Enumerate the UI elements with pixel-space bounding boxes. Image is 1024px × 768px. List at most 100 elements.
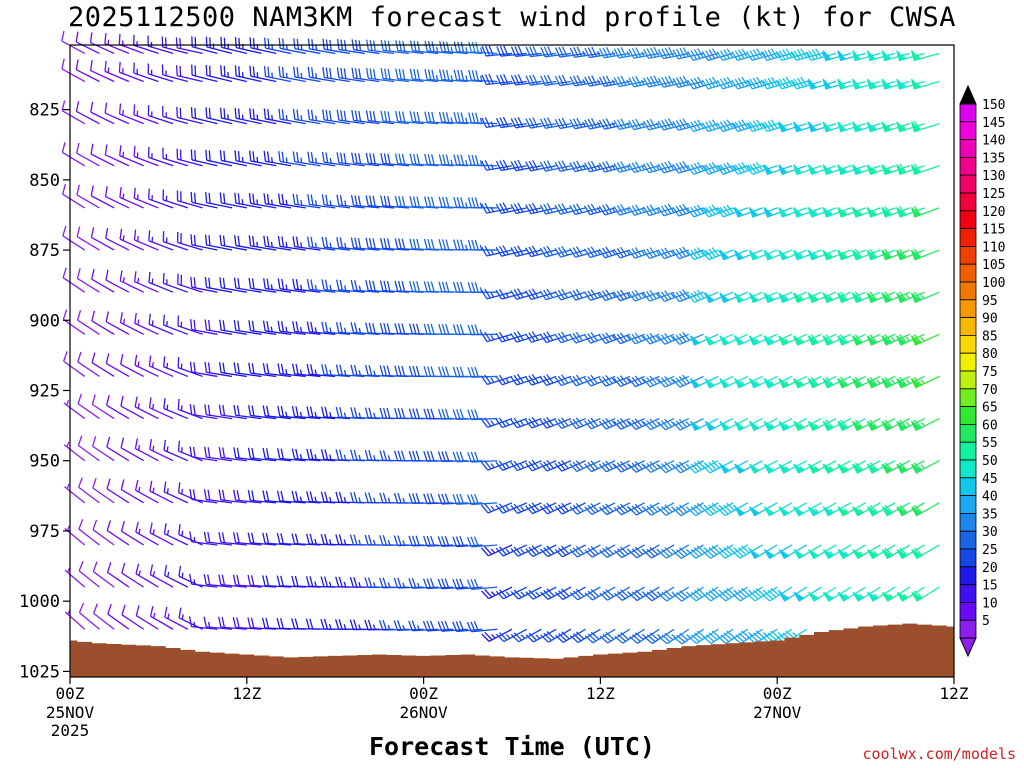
wind-barb <box>628 544 660 559</box>
wind-barb <box>278 108 306 125</box>
wind-barb <box>276 575 306 588</box>
wind-barb <box>569 46 601 58</box>
wind-barb <box>204 446 233 462</box>
wind-barb <box>804 48 837 61</box>
wind-barb <box>177 398 203 420</box>
colorbar-label: 120 <box>982 205 1005 220</box>
wind-barb <box>837 78 866 90</box>
wind-barb <box>177 273 203 293</box>
colorbar-swatch <box>959 584 977 603</box>
wind-barb <box>350 322 380 335</box>
wind-barb <box>133 187 159 209</box>
wind-barb <box>525 374 557 386</box>
colorbar-label: 115 <box>982 223 1005 238</box>
wind-barb <box>555 628 586 643</box>
wind-barb <box>807 121 837 133</box>
wind-barb <box>911 460 940 474</box>
wind-barb <box>120 521 145 546</box>
wind-barb <box>249 108 277 125</box>
wind-barb <box>277 448 306 462</box>
wind-barb <box>163 356 189 378</box>
wind-barb <box>204 404 233 420</box>
wind-barb <box>837 249 866 261</box>
colorbar-label: 135 <box>982 151 1005 166</box>
wind-barb <box>205 64 233 83</box>
wind-barb <box>61 142 86 167</box>
wind-barb <box>613 375 645 388</box>
colorbar-swatch <box>959 156 977 176</box>
chart-title: 2025112500 NAM3KM forecast wind profile … <box>67 2 957 33</box>
wind-barb <box>481 586 513 600</box>
wind-barb <box>163 439 189 462</box>
wind-barb <box>190 191 218 209</box>
wind-barb <box>162 147 189 167</box>
wind-barb <box>351 67 380 83</box>
wind-barb <box>120 479 144 504</box>
wind-barb <box>189 361 218 378</box>
colorbar-label: 25 <box>982 543 998 558</box>
wind-barb <box>203 616 233 630</box>
wind-barb <box>822 249 852 261</box>
wind-barb <box>262 575 292 588</box>
wind-barb <box>135 563 159 588</box>
wind-barb <box>234 192 262 209</box>
x-tick-label: 00Z <box>56 684 85 703</box>
wind-barb <box>424 111 454 125</box>
wind-barb <box>61 30 86 54</box>
wind-barb <box>851 50 881 62</box>
wind-barb <box>554 586 586 601</box>
wind-barb <box>424 40 454 55</box>
wind-barb <box>106 562 130 588</box>
wind-barb <box>134 479 159 504</box>
y-tick-label: 1000 <box>19 592 60 612</box>
wind-barb <box>807 249 837 261</box>
wind-barb <box>554 74 586 87</box>
wind-barb <box>365 110 395 125</box>
wind-barb <box>76 226 100 251</box>
colorbar-swatch <box>959 513 977 532</box>
wind-barb <box>911 544 940 560</box>
wind-barb <box>105 227 130 251</box>
wind-barb <box>90 101 115 125</box>
wind-barb <box>672 374 704 388</box>
wind-barb <box>92 477 115 504</box>
wind-barb <box>453 41 483 55</box>
wind-barb <box>164 565 189 588</box>
wind-barb <box>321 194 351 209</box>
colorbar-label: 90 <box>982 312 998 327</box>
wind-barb <box>394 195 424 209</box>
colorbar-swatch <box>959 121 977 141</box>
wind-barb <box>76 310 100 335</box>
wind-barb <box>204 277 233 293</box>
wind-barb <box>262 490 292 504</box>
wind-barb <box>480 502 513 514</box>
colorbar-swatch <box>959 334 977 354</box>
wind-barb <box>120 353 144 378</box>
wind-barb <box>719 249 748 261</box>
wind-barb <box>599 46 630 59</box>
wind-barbs-layer <box>61 30 940 645</box>
wind-barb <box>262 320 292 335</box>
wind-barb <box>438 111 468 125</box>
wind-barb <box>106 478 130 504</box>
wind-barb <box>335 364 365 378</box>
wind-barb <box>247 447 277 462</box>
wind-barb <box>866 502 896 517</box>
wind-barb <box>162 189 189 209</box>
wind-barb <box>380 68 409 83</box>
wind-barb <box>881 206 911 218</box>
x-tick-label: 12Z <box>586 684 615 703</box>
wind-barb <box>247 490 277 504</box>
wind-barb <box>232 532 262 546</box>
wind-barb <box>896 248 925 261</box>
y-tick-label: 825 <box>29 101 60 121</box>
wind-barb <box>262 532 292 546</box>
wind-barb <box>218 447 247 462</box>
x-tick-label: 12Z <box>232 684 261 703</box>
colorbar-swatch <box>959 495 977 514</box>
wind-barb <box>119 312 144 335</box>
wind-barb <box>896 460 925 474</box>
wind-barb <box>75 59 100 83</box>
wind-barb <box>569 374 601 387</box>
wind-barb <box>77 393 100 420</box>
